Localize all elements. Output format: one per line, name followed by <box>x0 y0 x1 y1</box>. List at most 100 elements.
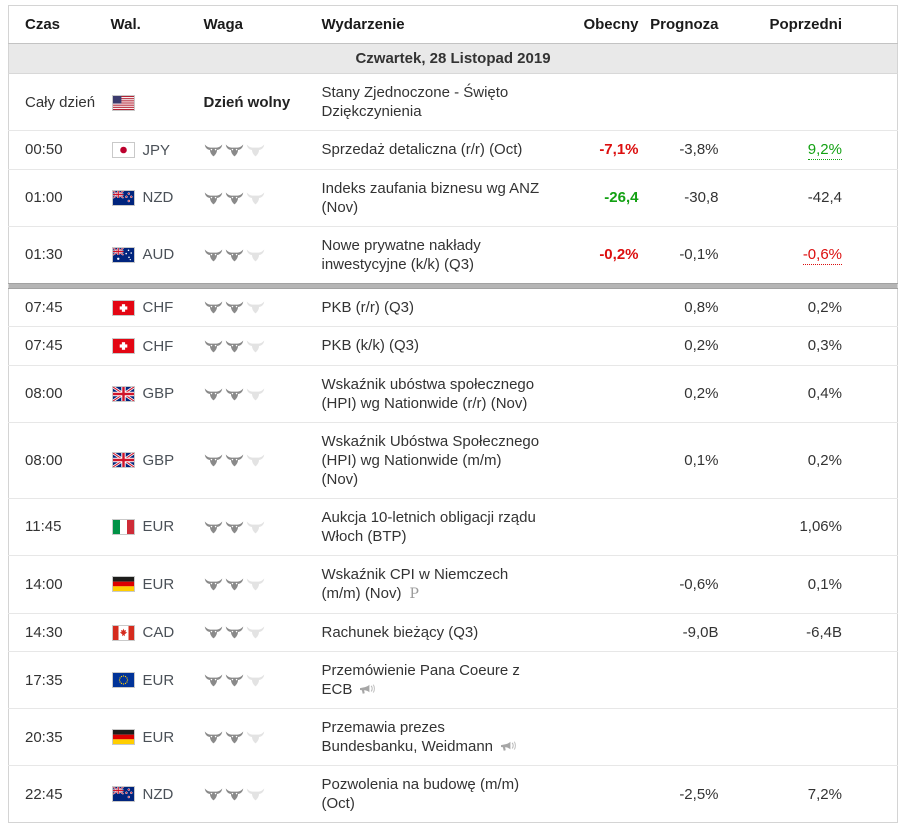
currency-cell: CHF <box>99 327 189 366</box>
forecast-value: 0,1% <box>684 451 719 469</box>
currency-code: AUD <box>142 246 175 264</box>
currency-cell: NZD <box>99 766 189 823</box>
importance-cell <box>189 365 309 422</box>
forecast-value: -30,8 <box>684 189 719 207</box>
forecast-cell <box>639 74 719 131</box>
event-cell: Wskaźnik CPI w Niemczech (m/m) (Nov) P <box>309 555 561 613</box>
previous-cell: 9,2% <box>719 131 898 170</box>
event-link[interactable]: Przemawia prezes Bundesbanku, Weidmann <box>321 719 494 756</box>
event-time: 08:00 <box>25 385 63 403</box>
event-row[interactable]: 22:45 NZD Pozwolenia na budowę (m/m) (Oc… <box>8 765 898 823</box>
event-row[interactable]: 08:00 GBP Wskaźnik ubóstwa społecznego (… <box>8 365 898 422</box>
actual-cell <box>561 613 639 652</box>
currency-cell: EUR <box>99 498 189 555</box>
actual-cell: -0,2% <box>561 226 638 283</box>
event-cell: Rachunek bieżący (Q3) <box>309 613 561 652</box>
uk-flag-icon <box>111 385 135 402</box>
event-time: 14:30 <box>25 623 63 641</box>
event-row[interactable]: 11:45 EUR Aukcja 10-letnich obligacji rz… <box>8 498 898 555</box>
event-link[interactable]: PKB (r/r) (Q3) <box>321 298 415 316</box>
forecast-cell <box>639 709 719 766</box>
previous-value: 1,06% <box>799 518 842 536</box>
importance-bulls-icon <box>204 624 267 641</box>
event-cell: Aukcja 10-letnich obligacji rządu Włoch … <box>309 498 561 555</box>
previous-value: 9,2% <box>807 141 842 161</box>
event-row[interactable]: 07:45 CHF PKB (r/r) (Q3) 0,8% 0,2% <box>8 288 898 327</box>
event-cell: Nowe prywatne nakłady inwestycyjne (k/k)… <box>309 226 561 283</box>
previous-cell: 1,06% <box>719 498 898 555</box>
event-cell: Stany Zjednoczone - Święto Dziękczynieni… <box>309 74 561 131</box>
importance-bulls-icon <box>204 246 267 263</box>
date-header: Czwartek, 28 Listopad 2019 <box>8 43 898 74</box>
col-header-currency: Wal. <box>110 16 141 33</box>
event-link[interactable]: Aukcja 10-letnich obligacji rządu Włoch … <box>321 508 536 545</box>
previous-value: 7,2% <box>807 785 842 803</box>
forecast-cell: -30,8 <box>639 169 719 226</box>
event-row[interactable]: 14:30 CAD Rachunek bieżący (Q3) -9,0B -6… <box>8 613 898 652</box>
importance-bulls-icon <box>204 452 267 469</box>
importance-cell <box>189 652 309 709</box>
event-row[interactable]: 01:00 NZD Indeks zaufania biznesu wg ANZ… <box>8 169 898 226</box>
forecast-cell <box>639 652 719 709</box>
importance-cell <box>189 226 309 283</box>
event-link[interactable]: Rachunek bieżący (Q3) <box>321 623 479 641</box>
currency-code: GBP <box>142 451 175 469</box>
event-row[interactable]: 08:00 GBP Wskaźnik Ubóstwa Społecznego (… <box>8 422 898 498</box>
event-link[interactable]: PKB (k/k) (Q3) <box>321 337 420 355</box>
event-link[interactable]: Sprzedaż detaliczna (r/r) (Oct) <box>321 141 523 159</box>
importance-bulls-icon <box>204 518 267 535</box>
event-row[interactable]: 20:35 EUR Przemawia prezes Bundesbanku, … <box>8 708 898 766</box>
previous-cell: -0,6% <box>719 226 898 283</box>
previous-value: 0,2% <box>807 298 842 316</box>
col-header-forecast: Prognoza <box>650 16 719 33</box>
importance-cell: Dzień wolny <box>189 74 309 131</box>
previous-cell: 7,2% <box>719 766 898 823</box>
importance-cell <box>189 709 309 766</box>
event-cell: Przemawia prezes Bundesbanku, Weidmann <box>309 709 561 766</box>
actual-value: -7,1% <box>599 141 639 159</box>
importance-bulls-icon <box>204 786 267 803</box>
col-header-event: Wydarzenie <box>321 16 405 33</box>
previous-cell: 0,3% <box>719 327 898 366</box>
currency-cell: NZD <box>99 169 189 226</box>
importance-cell <box>189 766 309 823</box>
currency-cell: CHF <box>99 288 189 327</box>
event-link[interactable]: Indeks zaufania biznesu wg ANZ (Nov) <box>321 179 540 216</box>
previous-cell <box>719 74 898 131</box>
event-link[interactable]: Przemówienie Pana Coeure z ECB <box>321 662 520 699</box>
event-link[interactable]: Wskaźnik Ubóstwa Społecznego (HPI) wg Na… <box>321 432 540 488</box>
event-link[interactable]: Nowe prywatne nakłady inwestycyjne (k/k)… <box>321 236 481 273</box>
event-link[interactable]: Wskaźnik ubóstwa społecznego (HPI) wg Na… <box>321 375 535 412</box>
event-link[interactable]: Wskaźnik CPI w Niemczech (m/m) (Nov) <box>321 565 509 602</box>
forecast-value: -0,6% <box>679 575 719 593</box>
eu-flag-icon <box>111 672 135 689</box>
previous-cell: -42,4 <box>719 169 898 226</box>
previous-cell: 0,2% <box>719 288 898 327</box>
previous-value: -6,4B <box>806 623 842 641</box>
previous-cell <box>719 652 898 709</box>
currency-code: NZD <box>142 785 174 803</box>
currency-code: EUR <box>142 728 175 746</box>
importance-cell <box>189 327 309 366</box>
event-row[interactable]: 01:30 AUD Nowe prywatne nakłady inwestyc… <box>8 226 898 283</box>
holiday-event-name: Stany Zjednoczone - Święto Dziękczynieni… <box>321 84 509 120</box>
currency-code: NZD <box>142 189 174 207</box>
event-time: Cały dzień <box>25 93 96 111</box>
actual-cell <box>561 327 639 366</box>
event-row[interactable]: 00:50 JPY Sprzedaż detaliczna (r/r) (Oct… <box>8 130 898 170</box>
previous-cell: -6,4B <box>719 613 898 652</box>
speech-icon <box>359 684 376 695</box>
event-link[interactable]: Pozwolenia na budowę (m/m) (Oct) <box>321 776 520 813</box>
currency-code: JPY <box>142 141 171 159</box>
importance-bulls-icon <box>204 576 267 593</box>
germany-flag-icon <box>111 729 135 746</box>
event-row[interactable]: 17:35 EUR Przemówienie Pana Coeure z ECB <box>8 651 898 709</box>
forecast-value: 0,2% <box>684 337 719 355</box>
previous-cell <box>719 709 898 766</box>
event-row[interactable]: 14:00 EUR Wskaźnik CPI w Niemczech (m/m)… <box>8 555 898 613</box>
holiday-row[interactable]: Cały dzień Dzień wolny Stany Zjednoczone… <box>8 73 898 131</box>
actual-cell <box>561 498 639 555</box>
actual-cell <box>561 74 639 131</box>
event-row[interactable]: 07:45 CHF PKB (k/k) (Q3) 0,2% 0,3% <box>8 326 898 366</box>
currency-code: EUR <box>142 575 175 593</box>
